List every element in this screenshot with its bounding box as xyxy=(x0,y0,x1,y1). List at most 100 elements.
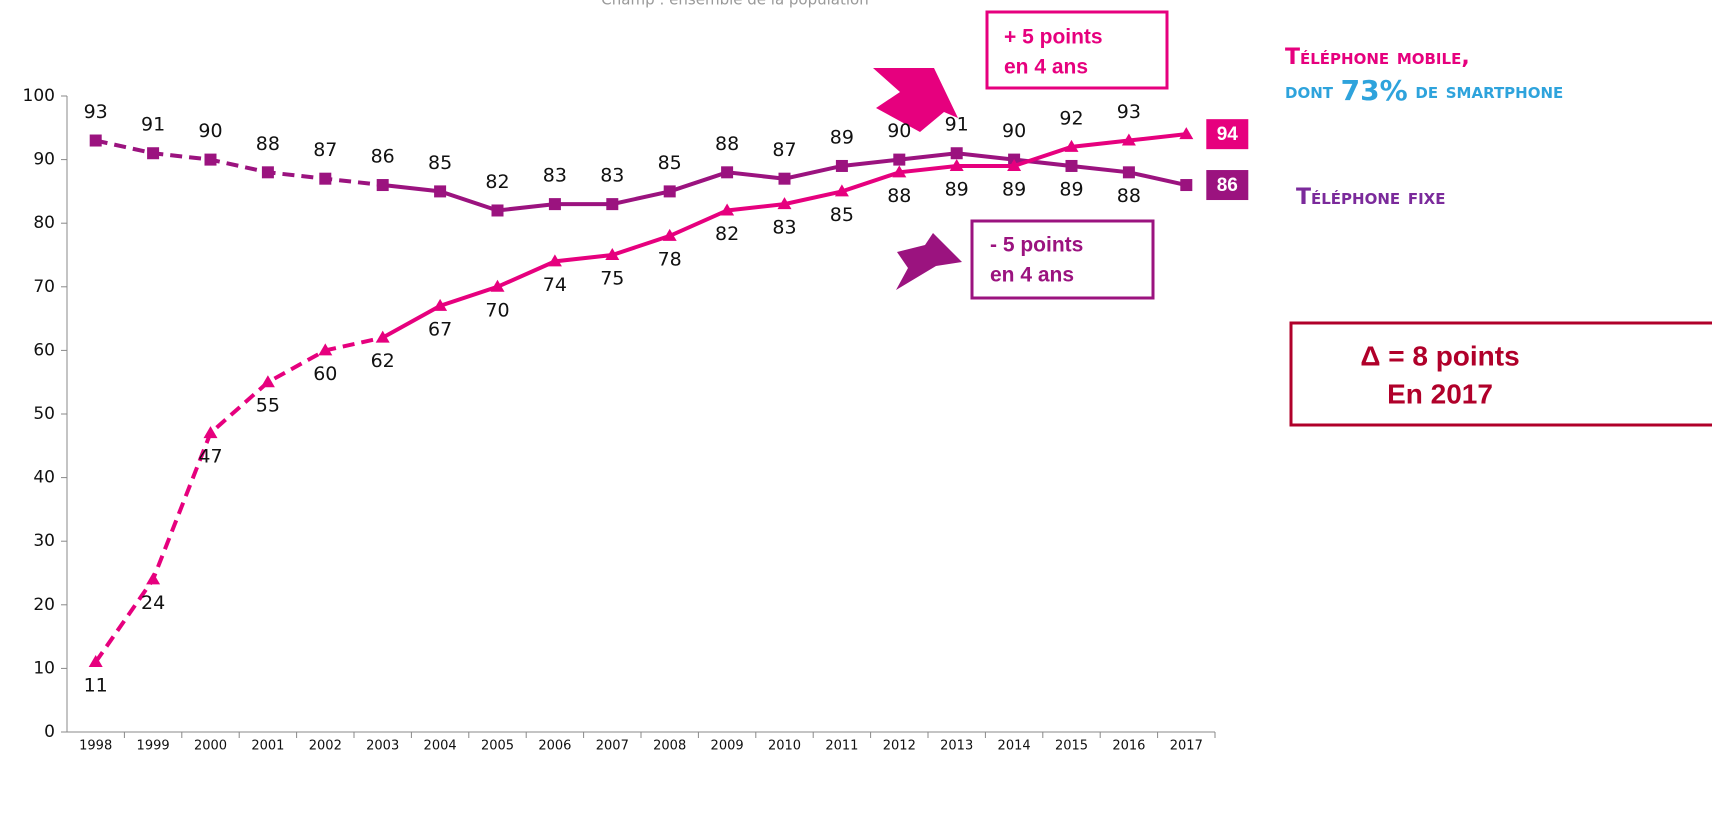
marker xyxy=(146,572,161,585)
x-tick-label: 2012 xyxy=(883,739,916,754)
marker xyxy=(663,185,676,198)
delta-text: Δ = 8 points xyxy=(1360,340,1519,371)
x-tick-label: 2002 xyxy=(309,739,342,754)
x-tick-label: 2006 xyxy=(538,739,571,754)
y-tick-label: 10 xyxy=(33,658,55,678)
up-text: en 4 ans xyxy=(1004,56,1088,79)
data-label: 85 xyxy=(830,204,854,226)
marker xyxy=(1122,166,1135,179)
end-label: 94 xyxy=(1217,124,1239,145)
x-tick-label: 2010 xyxy=(768,739,801,754)
data-label: 60 xyxy=(313,363,337,385)
marker xyxy=(1065,159,1078,172)
data-label: 87 xyxy=(313,139,337,161)
data-label: 93 xyxy=(84,101,108,123)
data-label: 88 xyxy=(887,185,911,207)
marker xyxy=(260,375,275,388)
note-part: 73% xyxy=(1341,74,1408,107)
marker xyxy=(950,147,963,160)
data-label: 75 xyxy=(600,268,624,290)
up-arrow xyxy=(873,68,958,132)
data-label: 24 xyxy=(141,592,165,614)
down-arrow xyxy=(896,233,962,290)
marker xyxy=(547,254,562,267)
marker xyxy=(662,228,677,241)
y-tick-label: 40 xyxy=(33,468,55,488)
marker xyxy=(204,153,217,166)
marker xyxy=(778,172,791,185)
data-label: 82 xyxy=(485,171,509,193)
x-tick-label: 2015 xyxy=(1055,739,1088,754)
x-tick-label: 2016 xyxy=(1112,739,1145,754)
end-box xyxy=(1206,170,1249,201)
data-label: 89 xyxy=(1002,178,1026,200)
y-tick-label: 30 xyxy=(33,531,55,551)
data-label: 86 xyxy=(371,146,395,168)
x-tick-label: 1999 xyxy=(137,739,170,754)
data-label: 55 xyxy=(256,395,280,417)
data-label: 89 xyxy=(1059,178,1083,200)
data-label: 67 xyxy=(428,318,452,340)
data-label: 90 xyxy=(887,120,911,142)
delta-box xyxy=(1289,321,1712,427)
data-label: 89 xyxy=(830,126,854,148)
data-label: 83 xyxy=(772,217,796,239)
note-part: dont xyxy=(1285,79,1334,104)
x-tick-label: 2003 xyxy=(366,739,399,754)
marker xyxy=(1007,158,1022,171)
x-tick-label: 2000 xyxy=(194,739,227,754)
marker xyxy=(1179,127,1194,140)
marker xyxy=(89,134,102,147)
marker xyxy=(834,184,849,197)
data-label: 92 xyxy=(1059,107,1083,129)
series-line xyxy=(94,335,384,664)
data-label: 90 xyxy=(198,120,222,142)
marker xyxy=(434,185,447,198)
marker xyxy=(835,159,848,172)
up-box xyxy=(985,10,1169,90)
marker xyxy=(433,298,448,311)
data-label: 90 xyxy=(1002,120,1026,142)
data-label: 78 xyxy=(658,248,682,270)
marker xyxy=(949,158,964,171)
legend-fixe: Téléphone fixe xyxy=(1296,185,1445,210)
marker xyxy=(375,330,390,343)
down-text: en 4 ans xyxy=(990,264,1074,287)
data-label: 82 xyxy=(715,223,739,245)
data-label: 83 xyxy=(600,165,624,187)
marker xyxy=(605,248,620,260)
subtitle: Champ : ensemble de la population xyxy=(601,0,868,9)
y-tick-label: 90 xyxy=(33,150,55,170)
y-tick-label: 50 xyxy=(33,404,55,424)
data-label: 70 xyxy=(485,299,509,321)
x-tick-label: 2005 xyxy=(481,739,514,754)
series-line xyxy=(95,138,383,188)
marker xyxy=(318,343,333,356)
y-tick-label: 60 xyxy=(33,340,55,360)
x-tick-label: 1998 xyxy=(79,739,112,754)
delta-text: En 2017 xyxy=(1387,378,1493,409)
end-label: 86 xyxy=(1217,175,1238,196)
up-text: + 5 points xyxy=(1004,26,1103,49)
data-label: 91 xyxy=(945,114,969,136)
data-label: 85 xyxy=(658,152,682,174)
data-label: 93 xyxy=(1117,101,1141,123)
marker xyxy=(1180,179,1193,192)
x-tick-label: 2013 xyxy=(940,739,973,754)
marker xyxy=(147,147,160,160)
marker xyxy=(490,279,505,292)
note-part: de smartphone xyxy=(1415,79,1563,104)
x-tick-label: 2004 xyxy=(424,739,457,754)
marker xyxy=(548,198,561,211)
data-label: 83 xyxy=(543,165,567,187)
note: dont 73% de smartphone xyxy=(1285,74,1563,107)
data-label: 88 xyxy=(1117,185,1141,207)
y-tick-label: 100 xyxy=(23,86,55,106)
marker xyxy=(376,179,389,192)
y-tick-label: 20 xyxy=(33,595,55,615)
marker xyxy=(319,172,332,185)
x-tick-label: 2007 xyxy=(596,739,629,754)
marker xyxy=(892,165,907,178)
marker xyxy=(1121,133,1136,146)
